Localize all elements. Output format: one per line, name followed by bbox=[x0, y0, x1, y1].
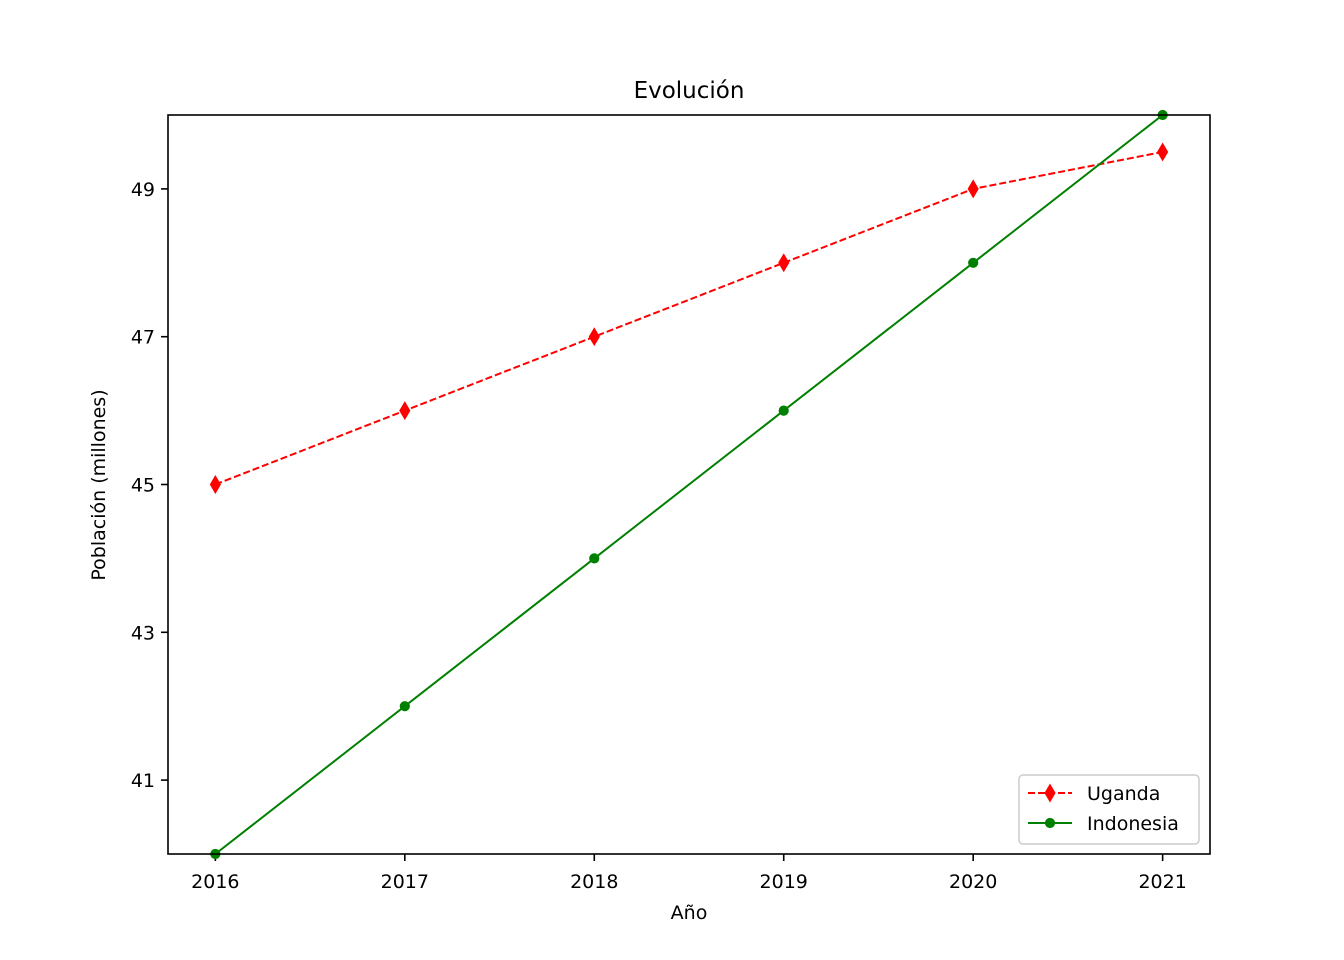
y-axis-label: Población (millones) bbox=[88, 389, 110, 580]
series-line-indonesia bbox=[214, 114, 1164, 855]
x-tick-label: 2016 bbox=[191, 871, 239, 893]
y-tick-label: 41 bbox=[131, 770, 155, 792]
chart-title: Evolución bbox=[634, 78, 745, 104]
legend: Uganda Indonesia bbox=[1018, 774, 1200, 845]
data-point-uganda bbox=[1157, 142, 1169, 162]
data-point-indonesia bbox=[399, 701, 410, 712]
x-tick-label: 2017 bbox=[381, 871, 429, 893]
y-tick-label: 45 bbox=[131, 475, 155, 497]
x-tick-label: 2021 bbox=[1138, 871, 1186, 893]
data-point-indonesia bbox=[968, 257, 979, 268]
legend-marker-uganda bbox=[1044, 783, 1056, 803]
data-point-uganda bbox=[967, 179, 979, 199]
data-point-uganda bbox=[209, 475, 221, 494]
series-line-uganda bbox=[215, 150, 1163, 486]
x-tick-label: 2019 bbox=[760, 871, 808, 893]
x-tick-label: 2020 bbox=[949, 871, 997, 893]
axis-ticks: 2016 2017 2018 2019 2020 2021 41 43 45 47 49 bbox=[131, 179, 1187, 893]
data-point-indonesia bbox=[589, 553, 600, 564]
legend-marker-indonesia bbox=[1044, 817, 1056, 829]
legend-label-indonesia: Indonesia bbox=[1087, 813, 1179, 835]
x-tick-label: 2018 bbox=[570, 871, 618, 893]
data-point-uganda bbox=[778, 253, 790, 273]
series-group bbox=[209, 109, 1169, 860]
y-tick-label: 47 bbox=[131, 327, 155, 349]
x-axis-label: Año bbox=[671, 902, 708, 924]
data-point-uganda bbox=[588, 327, 600, 347]
data-point-indonesia bbox=[778, 405, 789, 416]
data-point-uganda bbox=[399, 401, 411, 421]
plot-frame bbox=[167, 114, 1211, 855]
y-tick-label: 49 bbox=[131, 179, 155, 201]
legend-label-uganda: Uganda bbox=[1087, 783, 1160, 805]
y-tick-label: 43 bbox=[131, 622, 155, 644]
